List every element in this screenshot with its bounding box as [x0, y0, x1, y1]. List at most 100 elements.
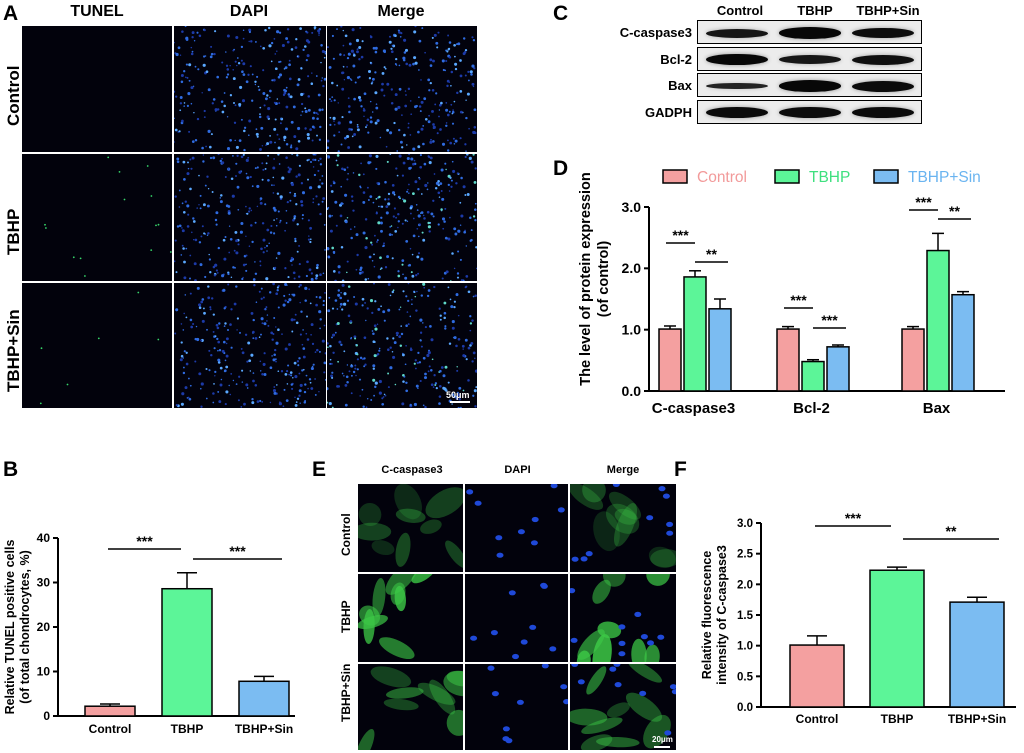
- panel-a-row-control: Control: [4, 65, 23, 126]
- panel-e-row-tbhp: TBHP: [339, 600, 353, 633]
- significance-label: ***: [845, 510, 862, 526]
- significance-label: **: [946, 523, 957, 539]
- panel-e-image-grid: 20μm: [358, 484, 676, 750]
- panel-b-chart: 0 10 20 30 40 Relative TUNEL positive cells(o…: [3, 531, 295, 736]
- x-tick-label-bax: Bax: [923, 400, 951, 417]
- panel-a-col-merge: Merge: [377, 3, 425, 20]
- y-tick-label: 2.0: [622, 260, 642, 276]
- significance-label: ***: [790, 292, 807, 308]
- significance-label: ***: [821, 312, 838, 328]
- blot-band-bax-tbhp-sin: [852, 80, 914, 92]
- panel-a-col-tunel: TUNEL: [70, 3, 124, 20]
- panel-c-col-tbhp: TBHP: [797, 3, 833, 18]
- legend-swatch-tbhp: [774, 169, 800, 184]
- panel-d-chart: 0.0 1.0 2.0 3.0 The level of protein express…: [578, 169, 1005, 417]
- panel-a-image-tbhp-sin-merge: [327, 283, 477, 408]
- significance-label: **: [949, 203, 960, 219]
- legend-swatch-tbhp-sin: [873, 169, 899, 184]
- panel-e-image-tbhp-c-caspase3: [358, 574, 463, 662]
- panel-d-label: D: [553, 157, 569, 180]
- y-tick-label: 0.5: [737, 671, 754, 683]
- panel-a-scale-label: 50μm: [446, 390, 470, 400]
- panel-e-image-control-merge: [570, 484, 676, 572]
- panel-a-image-control-merge: [327, 26, 477, 152]
- x-tick-label-tbhp: TBHP: [881, 712, 914, 726]
- panel-a-col-dapi: DAPI: [229, 3, 269, 20]
- significance-label: ***: [229, 543, 246, 559]
- panel-c-col-control: Control: [716, 3, 764, 18]
- bar-control: [789, 644, 845, 708]
- bar-bcl-2-control: [776, 328, 800, 392]
- legend-label-tbhp-sin: TBHP+Sin: [908, 169, 981, 186]
- x-tick-label-bcl-2: Bcl-2: [793, 400, 830, 417]
- panel-c-label: C: [553, 2, 569, 25]
- y-tick-label: 40: [37, 531, 51, 545]
- bar-tbhp-sin: [238, 680, 290, 717]
- x-tick-label-tbhp-sin: TBHP+Sin: [948, 712, 1006, 726]
- blot-band-bcl-2-control: [706, 53, 768, 66]
- panel-a-scale-bar: [450, 401, 470, 403]
- y-tick-label: 10: [37, 665, 51, 679]
- y-tick-label: 1.5: [737, 610, 754, 622]
- blot-label-gadph: GADPH: [645, 104, 692, 120]
- bar-bax-tbhp: [926, 249, 950, 392]
- panel-a-image-grid: 50μm: [22, 26, 477, 408]
- panel-f-chart: 0.0 0.5 1.0 1.5 2.0 2.5 3.0 Relative fluorescen…: [700, 510, 1016, 726]
- y-tick-label: 1.0: [622, 322, 642, 338]
- x-tick-label-control: Control: [796, 712, 839, 726]
- x-tick-label-control: Control: [89, 722, 132, 736]
- bar-c-caspase3-tbhp-sin: [708, 308, 732, 392]
- y-axis-label: Relative TUNEL positive cells(of total c…: [3, 540, 32, 715]
- panel-a-image-tbhp-sin-dapi: [174, 283, 326, 408]
- blot-band-c-caspase3-control: [706, 28, 768, 38]
- y-axis-label: The level of protein expression (of contr…: [578, 172, 612, 386]
- y-tick-label: 0.0: [737, 702, 753, 714]
- panel-a-image-tbhp-tunel: [22, 154, 172, 281]
- panel-a-image-tbhp-dapi: [174, 154, 326, 281]
- panel-e-image-tbhp-merge: [570, 574, 676, 662]
- panel-e-scale-bar: [654, 746, 670, 748]
- blot-label-c-caspase3: C-caspase3: [619, 25, 692, 40]
- panel-e-col-merge: Merge: [606, 464, 640, 476]
- blot-strip-bcl-2: [697, 46, 922, 71]
- blot-band-bax-control: [706, 82, 768, 90]
- y-axis-label: Relative fluorescenceintensity of C-casp…: [700, 545, 729, 685]
- blot-band-bcl-2-tbhp-sin: [852, 54, 914, 65]
- bar-bcl-2-tbhp: [801, 360, 825, 392]
- bar-tbhp: [869, 569, 925, 708]
- panel-e-image-control-dapi: [465, 484, 568, 572]
- panel-c-col-tbhp-sin: TBHP+Sin: [856, 3, 920, 18]
- y-tick-label: 0.0: [622, 383, 642, 399]
- x-tick-label-tbhp: TBHP: [171, 722, 204, 736]
- blot-band-c-caspase3-tbhp: [779, 27, 841, 39]
- panel-e-image-tbhp-dapi: [465, 574, 568, 662]
- bar-control: [84, 705, 136, 717]
- legend-label-control: Control: [697, 169, 747, 186]
- y-tick-label: 3.0: [622, 199, 642, 215]
- panel-b-label: B: [3, 458, 19, 481]
- bar-tbhp-sin: [949, 601, 1005, 708]
- blot-band-c-caspase3-tbhp-sin: [852, 27, 914, 39]
- x-tick-label-c-caspase3: C-caspase3: [652, 400, 735, 417]
- blot-band-gadph-tbhp-sin: [852, 107, 914, 118]
- legend-swatch-control: [662, 169, 688, 184]
- panel-a-row-tbhp: TBHP: [4, 208, 23, 255]
- x-tick-label-tbhp-sin: TBHP+Sin: [235, 722, 293, 736]
- bar-c-caspase3-tbhp: [683, 276, 707, 392]
- y-tick-label: 2.0: [737, 579, 753, 591]
- panel-e-image-tbhp-sin-c-caspase3: [358, 664, 463, 750]
- significance-label: ***: [672, 227, 689, 243]
- blot-band-gadph-control: [706, 107, 768, 118]
- panel-e-label: E: [312, 458, 327, 481]
- blot-strip-bax: [697, 73, 922, 97]
- panel-a-image-control-tunel: [22, 26, 172, 152]
- panel-a-image-control-dapi: [174, 26, 326, 152]
- panel-a-image-tbhp-merge: [327, 154, 477, 281]
- y-tick-label: 0: [43, 709, 50, 723]
- bar-tbhp: [161, 587, 213, 717]
- y-tick-label: 2.5: [737, 549, 754, 561]
- y-tick-label: 1.0: [737, 641, 753, 653]
- bar-c-caspase3-control: [658, 328, 682, 392]
- blot-band-gadph-tbhp: [779, 107, 841, 118]
- blot-strip-gadph: [697, 99, 922, 124]
